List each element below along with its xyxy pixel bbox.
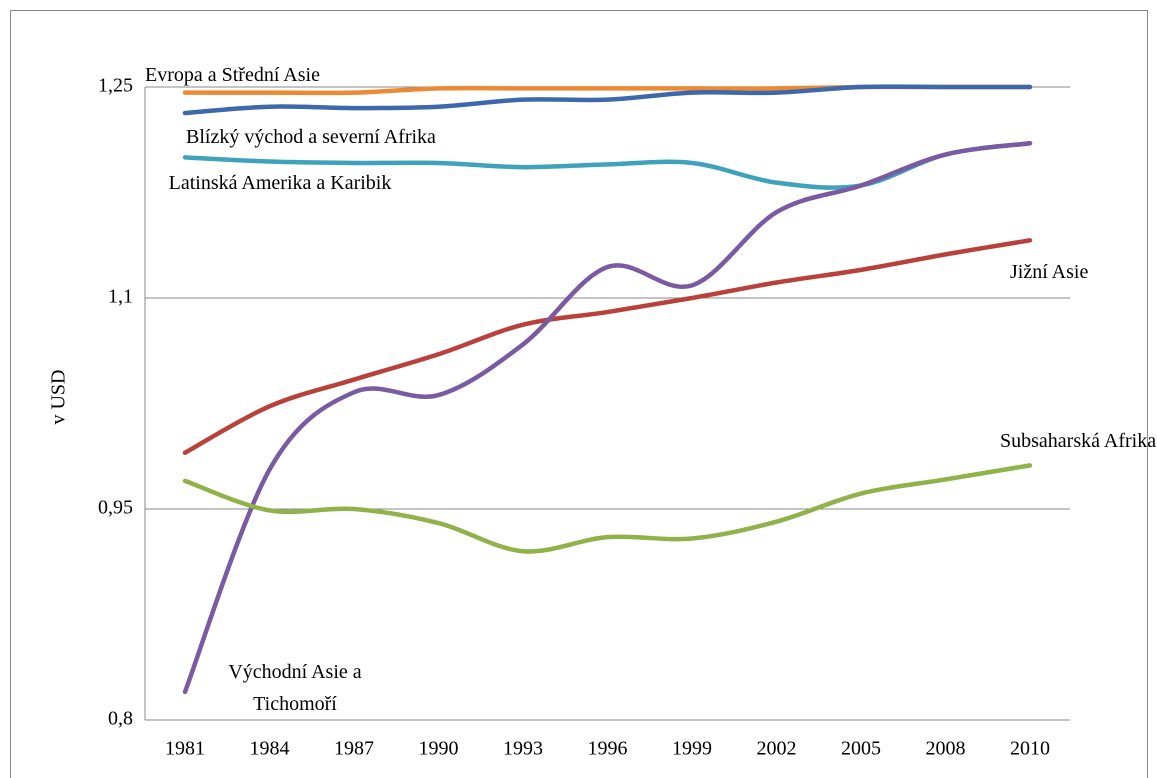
chart-frame — [10, 10, 1148, 778]
x-tick-label: 1999 — [672, 738, 712, 760]
x-tick-label: 1990 — [419, 738, 459, 760]
series-line — [182, 238, 1033, 455]
series-label: Východní Asie a Tichomoří — [228, 661, 362, 715]
y-tick-label: 0,95 — [98, 497, 133, 519]
y-tick-label: 1,1 — [108, 286, 133, 308]
series-line — [182, 463, 1033, 554]
x-tick-label: 2002 — [757, 738, 797, 760]
y-tick-label: 1,25 — [98, 75, 133, 97]
y-tick-label: 0,8 — [108, 708, 133, 730]
y-axis-label: v USD — [48, 369, 70, 424]
x-tick-label: 1981 — [165, 738, 205, 760]
x-tick-label: 1987 — [334, 738, 374, 760]
x-tick-label: 2005 — [841, 738, 881, 760]
x-tick-label: 1996 — [588, 738, 628, 760]
series-line — [182, 84, 1033, 116]
series-label: Subsaharská Afrika — [1000, 430, 1157, 452]
x-tick-label: 1993 — [503, 738, 543, 760]
x-tick-label: 2008 — [926, 738, 966, 760]
series-label: Latinská Amerika a Karibik — [168, 172, 392, 194]
series-line — [182, 141, 1033, 695]
series-label: Jižní Asie — [1010, 261, 1089, 283]
x-tick-label: 2010 — [1010, 738, 1050, 760]
series-label: Evropa a Střední Asie — [145, 64, 320, 86]
series-label: Blízký východ a severní Afrika — [186, 126, 436, 148]
x-tick-label: 1984 — [250, 738, 290, 760]
